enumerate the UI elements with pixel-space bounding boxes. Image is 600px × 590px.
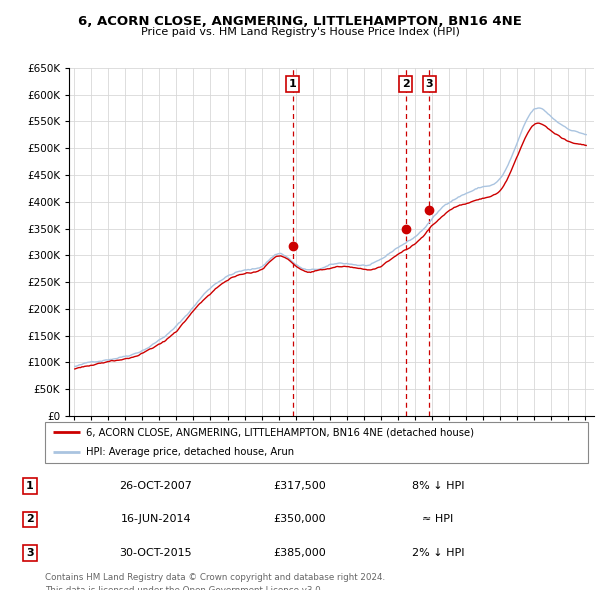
Text: 30-OCT-2015: 30-OCT-2015 [119, 548, 193, 558]
Text: Contains HM Land Registry data © Crown copyright and database right 2024.: Contains HM Land Registry data © Crown c… [45, 573, 385, 582]
Text: 26-OCT-2007: 26-OCT-2007 [119, 481, 193, 491]
Text: 3: 3 [425, 79, 433, 89]
Text: 6, ACORN CLOSE, ANGMERING, LITTLEHAMPTON, BN16 4NE (detached house): 6, ACORN CLOSE, ANGMERING, LITTLEHAMPTON… [86, 427, 474, 437]
Text: Price paid vs. HM Land Registry's House Price Index (HPI): Price paid vs. HM Land Registry's House … [140, 27, 460, 37]
Text: 2: 2 [26, 514, 34, 525]
Text: 6, ACORN CLOSE, ANGMERING, LITTLEHAMPTON, BN16 4NE: 6, ACORN CLOSE, ANGMERING, LITTLEHAMPTON… [78, 15, 522, 28]
Text: 1: 1 [289, 79, 296, 89]
Text: £350,000: £350,000 [274, 514, 326, 525]
Text: This data is licensed under the Open Government Licence v3.0.: This data is licensed under the Open Gov… [45, 586, 323, 590]
Text: 2% ↓ HPI: 2% ↓ HPI [412, 548, 464, 558]
Text: 16-JUN-2014: 16-JUN-2014 [121, 514, 191, 525]
Text: £385,000: £385,000 [274, 548, 326, 558]
Text: 2: 2 [402, 79, 410, 89]
Text: 8% ↓ HPI: 8% ↓ HPI [412, 481, 464, 491]
Text: £317,500: £317,500 [274, 481, 326, 491]
Text: 3: 3 [26, 548, 34, 558]
Text: HPI: Average price, detached house, Arun: HPI: Average price, detached house, Arun [86, 447, 294, 457]
Text: ≈ HPI: ≈ HPI [422, 514, 454, 525]
Text: 1: 1 [26, 481, 34, 491]
